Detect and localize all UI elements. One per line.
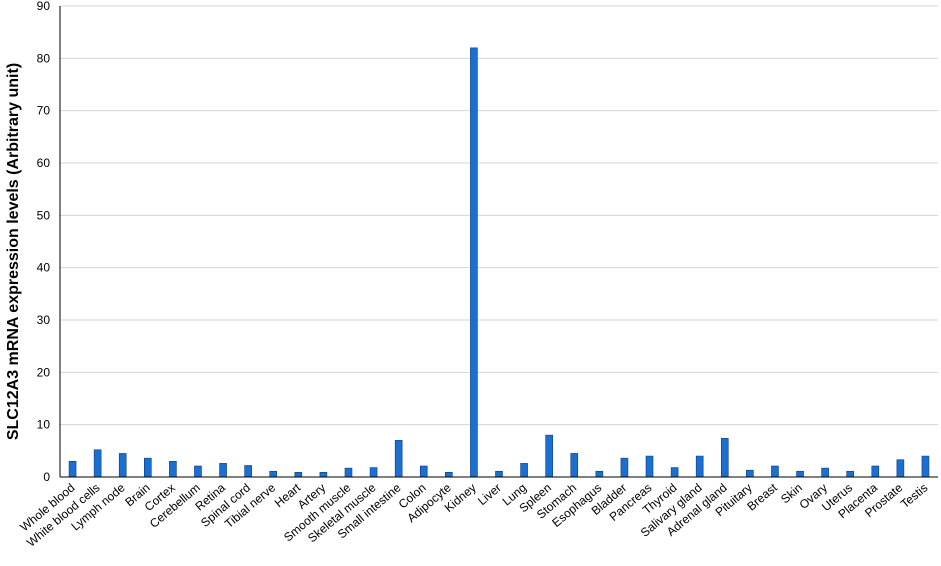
bar [796,470,804,478]
y-tick-label: 10 [37,418,51,432]
bar [68,460,77,478]
bar [470,47,478,478]
bar [570,453,579,478]
bar [871,465,880,478]
bar [219,463,227,478]
bar [269,470,278,478]
bar [921,455,930,478]
bar [545,434,553,478]
bars [68,47,930,478]
bar [344,467,353,478]
x-category-label: Liver [475,481,504,508]
y-tick-label: 70 [37,104,51,118]
bar [746,469,754,478]
bar [595,470,604,478]
bar [670,467,679,478]
bar [194,465,202,478]
bar [394,440,403,478]
bar [821,467,829,478]
bar [169,460,177,478]
y-tick-label: 0 [43,470,50,484]
bar [144,457,152,478]
grid-lines [60,5,938,426]
y-tick-label: 50 [37,208,51,222]
bar [445,471,453,478]
y-tick-label: 60 [37,156,51,170]
bar [720,437,729,478]
x-category-label: Breast [744,480,780,513]
bar [294,471,303,478]
y-tick-label: 90 [37,0,51,13]
x-category-label: Testis [898,481,931,511]
y-tick-label: 30 [37,313,51,327]
bar [896,459,905,478]
bar [244,465,252,478]
y-tick-label: 20 [37,365,51,379]
bar [319,471,328,478]
y-axis-title: SLC12A3 mRNA expression levels (Arbitrar… [5,63,22,440]
bar [620,457,629,478]
bar [771,465,779,478]
bar [520,463,528,478]
y-axis-ticks: 0 10 20 30 40 50 60 70 80 90 [37,0,51,484]
bar [369,467,378,478]
bar [118,453,127,478]
bar [695,455,704,478]
y-tick-label: 40 [37,261,51,275]
bar [93,449,102,478]
bar [846,470,855,478]
bar [419,465,428,478]
bar [645,455,654,478]
bar [495,470,503,478]
y-tick-label: 80 [37,51,51,65]
